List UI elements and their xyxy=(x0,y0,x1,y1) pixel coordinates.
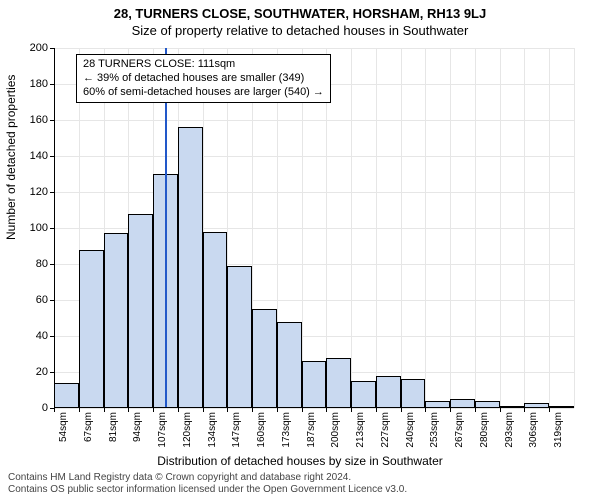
histogram-bar xyxy=(277,322,302,408)
x-tick-label: 319sqm xyxy=(553,412,564,448)
x-tick-label: 227sqm xyxy=(380,412,391,448)
x-tick-mark xyxy=(227,408,228,412)
x-tick-label: 54sqm xyxy=(58,412,69,442)
gridline-v xyxy=(574,48,575,408)
gridline-v xyxy=(450,48,451,408)
histogram-bar xyxy=(104,233,129,408)
annotation-line-1: 28 TURNERS CLOSE: 111sqm xyxy=(83,58,324,72)
x-tick-label: 253sqm xyxy=(429,412,440,448)
annotation-line-3: 60% of semi-detached houses are larger (… xyxy=(83,86,324,100)
gridline-v xyxy=(549,48,550,408)
x-tick-label: 173sqm xyxy=(281,412,292,448)
x-tick-label: 267sqm xyxy=(454,412,465,448)
x-tick-label: 107sqm xyxy=(157,412,168,448)
x-tick-mark xyxy=(549,408,550,412)
x-tick-mark xyxy=(153,408,154,412)
footer-attribution: Contains HM Land Registry data © Crown c… xyxy=(8,472,407,496)
gridline-v xyxy=(500,48,501,408)
gridline-v xyxy=(351,48,352,408)
x-tick-label: 213sqm xyxy=(355,412,366,448)
x-tick-mark xyxy=(203,408,204,412)
x-tick-mark xyxy=(450,408,451,412)
histogram-bar xyxy=(376,376,401,408)
x-tick-label: 306sqm xyxy=(528,412,539,448)
x-tick-mark xyxy=(252,408,253,412)
x-tick-mark xyxy=(79,408,80,412)
x-axis-line xyxy=(54,407,574,408)
x-tick-mark xyxy=(376,408,377,412)
x-tick-mark xyxy=(401,408,402,412)
histogram-bar xyxy=(79,250,104,408)
gridline-h xyxy=(54,156,574,157)
x-tick-mark xyxy=(326,408,327,412)
y-axis-line xyxy=(54,48,55,408)
plot-area: 02040608010012014016018020054sqm67sqm81s… xyxy=(54,48,574,408)
x-tick-label: 94sqm xyxy=(132,412,143,442)
title-address: 28, TURNERS CLOSE, SOUTHWATER, HORSHAM, … xyxy=(0,0,600,21)
x-tick-mark xyxy=(475,408,476,412)
histogram-bar xyxy=(401,379,426,408)
histogram-bar xyxy=(351,381,376,408)
x-tick-label: 67sqm xyxy=(83,412,94,442)
histogram-bar xyxy=(128,214,153,408)
x-tick-mark xyxy=(277,408,278,412)
x-tick-label: 280sqm xyxy=(479,412,490,448)
x-tick-mark xyxy=(128,408,129,412)
histogram-bar xyxy=(54,383,79,408)
x-tick-label: 134sqm xyxy=(207,412,218,448)
x-tick-mark xyxy=(302,408,303,412)
x-tick-label: 120sqm xyxy=(182,412,193,448)
gridline-v xyxy=(376,48,377,408)
annotation-line-2: ← 39% of detached houses are smaller (34… xyxy=(83,72,324,86)
x-tick-label: 81sqm xyxy=(108,412,119,442)
x-tick-label: 147sqm xyxy=(231,412,242,448)
gridline-h xyxy=(54,408,574,409)
x-tick-label: 293sqm xyxy=(504,412,515,448)
gridline-h xyxy=(54,120,574,121)
footer-line-1: Contains HM Land Registry data © Crown c… xyxy=(8,472,407,484)
annotation-box: 28 TURNERS CLOSE: 111sqm← 39% of detache… xyxy=(76,54,331,103)
x-tick-label: 160sqm xyxy=(256,412,267,448)
x-tick-mark xyxy=(351,408,352,412)
gridline-v xyxy=(425,48,426,408)
x-tick-mark xyxy=(500,408,501,412)
histogram-bar xyxy=(252,309,277,408)
histogram-bar xyxy=(178,127,203,408)
x-tick-mark xyxy=(425,408,426,412)
histogram-bar xyxy=(203,232,228,408)
x-tick-mark xyxy=(104,408,105,412)
x-tick-mark xyxy=(524,408,525,412)
x-tick-label: 200sqm xyxy=(330,412,341,448)
gridline-v xyxy=(475,48,476,408)
x-tick-mark xyxy=(54,408,55,412)
title-subtitle: Size of property relative to detached ho… xyxy=(0,21,600,38)
histogram-bar xyxy=(326,358,351,408)
x-axis-label: Distribution of detached houses by size … xyxy=(0,454,600,468)
footer-line-2: Contains OS public sector information li… xyxy=(8,484,407,496)
y-axis-label: Number of detached properties xyxy=(4,75,18,240)
gridline-v xyxy=(401,48,402,408)
x-tick-mark xyxy=(178,408,179,412)
x-tick-label: 187sqm xyxy=(306,412,317,448)
gridline-v xyxy=(524,48,525,408)
chart-container: 28, TURNERS CLOSE, SOUTHWATER, HORSHAM, … xyxy=(0,0,600,500)
histogram-bar xyxy=(302,361,327,408)
gridline-h xyxy=(54,48,574,49)
x-tick-label: 240sqm xyxy=(405,412,416,448)
histogram-bar xyxy=(227,266,252,408)
gridline-h xyxy=(54,192,574,193)
